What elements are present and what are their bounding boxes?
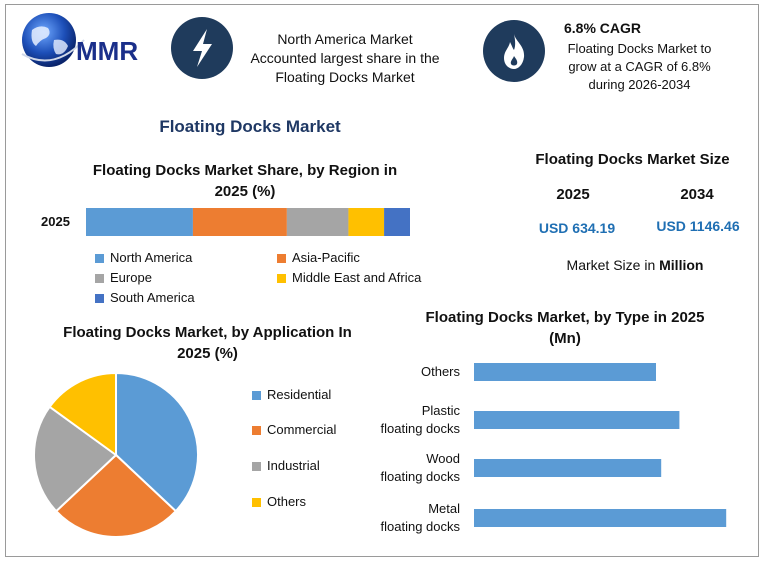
legend-others: Others xyxy=(252,494,306,509)
cagr-note: Floating Docks Market to grow at a CAGR … xyxy=(552,40,727,94)
flame-icon xyxy=(483,20,545,82)
lightning-icon xyxy=(171,17,233,79)
type-category-label: floating docks xyxy=(381,469,461,484)
pie-slice-industrial xyxy=(33,405,118,513)
market-size-value-1: USD 634.19 xyxy=(538,220,616,236)
type-bar-wood-floating-docks xyxy=(474,459,662,477)
legend-swatch xyxy=(277,254,286,264)
type-category-label: Plastic xyxy=(422,403,461,418)
market-size-title: Floating Docks Market Size xyxy=(535,151,730,168)
header-right-line-3: during 2026-2034 xyxy=(588,77,691,92)
type-category-label: Metal xyxy=(428,501,460,516)
unit-note-bold: Million xyxy=(659,257,704,273)
pie-slice-others xyxy=(48,371,117,457)
legend-north-america: North America xyxy=(95,250,192,265)
logo-text: MMR xyxy=(76,36,138,66)
legend-commercial: Commercial xyxy=(252,422,336,437)
legend-mea: Middle East and Africa xyxy=(277,270,421,285)
header-left-line-3: Floating Docks Market xyxy=(275,69,415,85)
type-chart-title: Floating Docks Market, by Type in 2025 (… xyxy=(425,309,705,347)
legend-industrial: Industrial xyxy=(252,458,320,473)
application-chart-title: Floating Docks Market, by Application In… xyxy=(63,324,352,362)
legend-swatch xyxy=(277,274,286,284)
region-bar-segment-north-america xyxy=(86,208,193,236)
header-left-line-2: Accounted largest share in the xyxy=(250,50,440,66)
type-category-label: Wood xyxy=(426,451,460,466)
header-right-line-1: Floating Docks Market to xyxy=(567,41,712,56)
north-america-note: North America Market Accounted largest s… xyxy=(235,30,455,87)
legend-label: Others xyxy=(267,494,307,509)
legend-asia-pacific: Asia-Pacific xyxy=(277,250,360,265)
legend-label: Residential xyxy=(267,387,332,402)
pie-slice-residential xyxy=(115,371,199,513)
legend-label: Europe xyxy=(110,270,152,285)
legend-swatch xyxy=(252,426,261,436)
type-category-label: Others xyxy=(421,364,461,379)
type-bar-others xyxy=(474,363,656,381)
legend-swatch xyxy=(252,391,261,401)
region-bar-segment-europe xyxy=(286,208,349,236)
region-chart-title: Floating Docks Market Share, by Region i… xyxy=(92,162,398,200)
main-title: Floating Docks Market xyxy=(159,117,341,136)
legend-south-america: South America xyxy=(95,290,195,305)
application-pie-chart xyxy=(33,371,199,538)
legend-label: South America xyxy=(110,290,195,305)
legend-europe: Europe xyxy=(95,270,152,285)
unit-note-prefix: Market Size in xyxy=(566,257,660,273)
header-left-line-1: North America Market xyxy=(277,31,413,47)
legend-label: Commercial xyxy=(267,422,337,437)
region-stacked-bar xyxy=(86,208,410,236)
pie-slice-commercial xyxy=(54,453,178,538)
legend-residential: Residential xyxy=(252,387,331,402)
legend-swatch xyxy=(252,462,261,472)
market-size-year-1: 2025 xyxy=(556,186,590,203)
region-bar-segment-south-america xyxy=(384,208,410,236)
region-bar-segment-middle-east-and-africa xyxy=(348,208,385,236)
region-bar-segment-asia-pacific xyxy=(192,208,287,236)
legend-swatch xyxy=(95,274,104,284)
market-size-value-2: USD 1146.46 xyxy=(656,218,740,234)
cagr-title: 6.8% CAGR xyxy=(564,20,642,36)
region-category-label: 2025 xyxy=(41,214,70,229)
infographic-frame xyxy=(5,4,759,557)
legend-label: Middle East and Africa xyxy=(292,270,422,285)
header-right-line-2: grow at a CAGR of 6.8% xyxy=(568,59,711,74)
type-bar-chart: Others Plastic floating docks Wood floating … xyxy=(381,363,727,534)
type-bar-metal-floating-docks xyxy=(474,509,727,527)
legend-label: Industrial xyxy=(267,458,320,473)
mmr-logo: MMR xyxy=(21,13,138,67)
type-bar-plastic-floating-docks xyxy=(474,411,680,429)
legend-label: Asia-Pacific xyxy=(292,250,360,265)
legend-swatch xyxy=(95,294,104,304)
legend-label: North America xyxy=(110,250,193,265)
legend-swatch xyxy=(95,254,104,264)
type-category-label: floating docks xyxy=(381,519,461,534)
market-size-unit-note: Market Size in Million xyxy=(540,257,730,273)
legend-swatch xyxy=(252,498,261,508)
type-category-label: floating docks xyxy=(381,421,461,436)
market-size-year-2: 2034 xyxy=(680,186,714,203)
globe-icon xyxy=(22,13,76,67)
